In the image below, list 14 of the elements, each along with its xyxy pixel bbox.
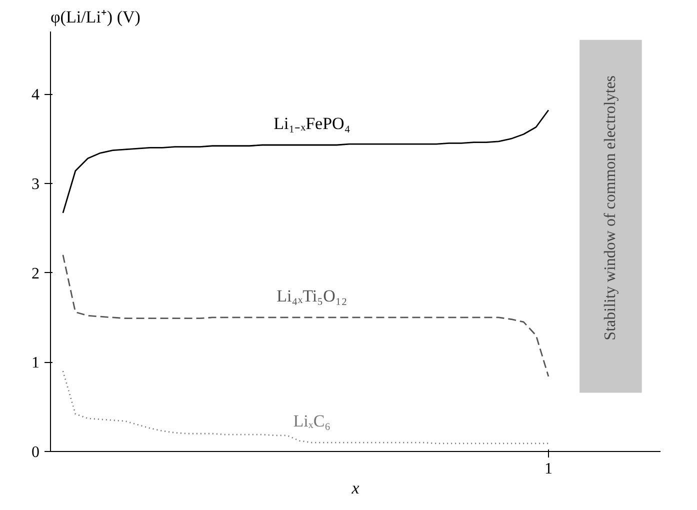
y-tick-label: 1 xyxy=(32,354,40,372)
line-series xyxy=(62,370,550,444)
y-tick-label: 2 xyxy=(32,265,40,282)
y-tick-label: 3 xyxy=(32,176,40,193)
y-tick-label: 0 xyxy=(32,444,40,461)
text: Stability window of common electrolytes xyxy=(602,75,620,340)
x-axis-title: x xyxy=(350,478,360,498)
series-label: Li₄ₓTi₅O₁₂ xyxy=(276,286,348,306)
line-series xyxy=(62,254,550,378)
y-tick-label: 4 xyxy=(32,86,40,104)
series-label: Li₁₋ₓFePO₄ xyxy=(274,114,350,133)
line-series xyxy=(62,109,550,214)
series-label: LiₓC₆ xyxy=(293,412,331,431)
y-axis-title: φ(Li/Li⁺) (V) xyxy=(50,8,140,26)
